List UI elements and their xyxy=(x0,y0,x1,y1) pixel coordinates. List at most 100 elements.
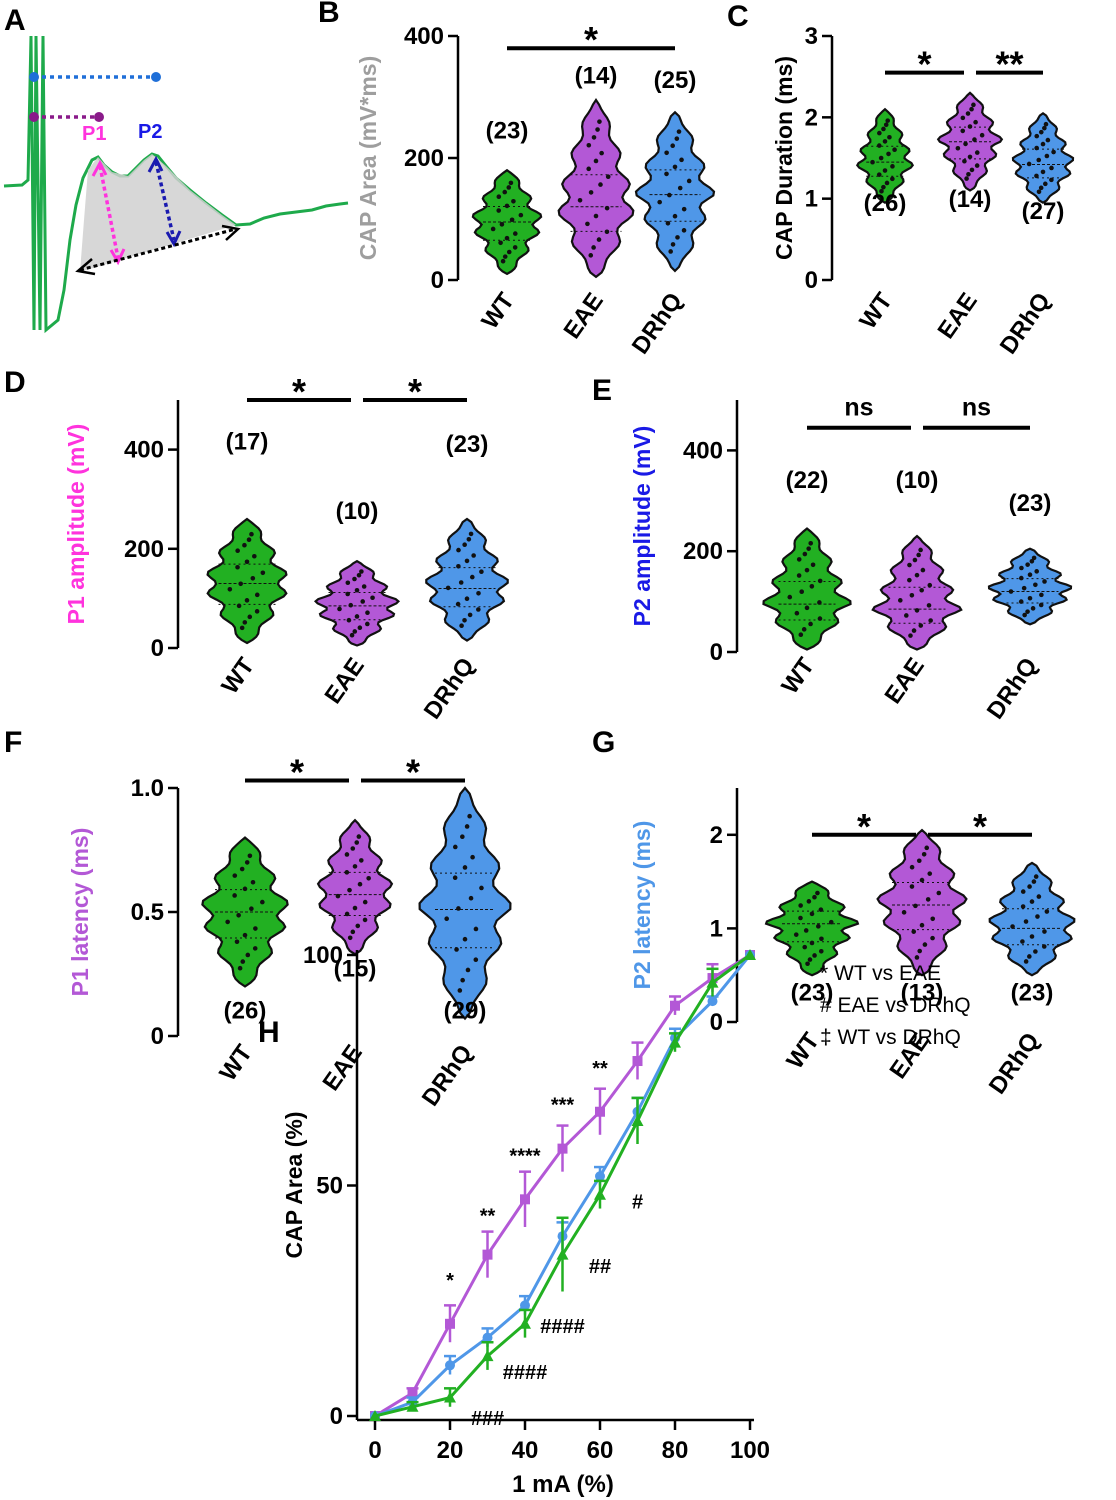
data-point xyxy=(798,915,803,921)
data-point xyxy=(919,587,924,593)
data-point xyxy=(808,541,814,546)
chart-d: 0 200 400 P1 amplitude (mV) (17) WT (10) EAE (2… xyxy=(63,371,509,724)
significance-label: * xyxy=(406,752,420,793)
data-marker-wt xyxy=(594,1188,606,1200)
data-point xyxy=(1019,565,1024,571)
data-point xyxy=(809,584,815,589)
cap-area-fill xyxy=(80,154,236,272)
data-point xyxy=(1051,149,1056,155)
data-point xyxy=(670,242,676,247)
data-point xyxy=(456,547,461,553)
data-point xyxy=(468,895,474,901)
data-point xyxy=(347,887,352,893)
violin-drhq xyxy=(988,861,1076,977)
data-marker-wt xyxy=(556,1248,569,1260)
data-point xyxy=(664,171,669,177)
schematic-p1-label: P1 xyxy=(82,123,106,145)
y-tick-label: 2 xyxy=(710,822,723,849)
data-point xyxy=(679,157,684,163)
data-point xyxy=(1025,562,1030,567)
data-point xyxy=(787,594,793,600)
data-point xyxy=(930,935,935,941)
interval-start-blue xyxy=(29,72,39,82)
violin-wt xyxy=(764,880,860,977)
data-point xyxy=(657,199,662,205)
category-label-eae: EAE xyxy=(879,653,929,709)
significance-label: ns xyxy=(844,394,873,422)
data-marker-drhq xyxy=(482,1332,493,1343)
legend-h: * WT vs EAE # EAE vs DRhQ ‡ WT vs DRhQ xyxy=(820,962,971,1049)
data-point xyxy=(458,580,464,585)
data-point xyxy=(799,589,805,594)
data-marker-drhq xyxy=(520,1300,530,1311)
category-label-wt: WT xyxy=(476,288,520,334)
data-point xyxy=(967,154,973,160)
data-point xyxy=(471,553,476,558)
data-point xyxy=(242,542,247,548)
data-point xyxy=(595,127,600,132)
data-point xyxy=(909,593,915,598)
data-marker-wt xyxy=(669,1036,681,1048)
significance-annotation: * xyxy=(446,1270,454,1292)
data-point xyxy=(1042,929,1047,934)
data-point xyxy=(908,633,913,638)
data-point xyxy=(1036,189,1042,195)
data-point xyxy=(674,136,680,141)
data-point xyxy=(460,977,465,983)
panel-label-a: A xyxy=(4,4,26,37)
y-tick-label: 0 xyxy=(710,639,723,666)
data-point xyxy=(467,612,473,618)
data-point xyxy=(892,147,897,153)
violin-drhq xyxy=(418,786,512,1021)
legend-item-wt-vs-eae: * WT vs EAE xyxy=(820,962,941,985)
data-marker-eae xyxy=(670,1000,680,1011)
data-point xyxy=(512,231,518,236)
violin-eae xyxy=(557,98,635,279)
data-point xyxy=(355,923,361,929)
data-point xyxy=(667,192,672,198)
data-point xyxy=(456,563,461,569)
series xyxy=(369,949,756,1421)
data-point xyxy=(1043,121,1049,127)
n-label-drhq: (25) xyxy=(654,67,697,94)
data-point xyxy=(918,547,923,553)
data-point xyxy=(460,834,465,839)
y-tick-label: 2 xyxy=(805,104,818,131)
axes: 0 50 100 0 20 40 60 80 100 xyxy=(303,942,770,1464)
data-point xyxy=(240,959,246,964)
data-point xyxy=(252,553,257,559)
category-label-drhq: DRhQ xyxy=(417,1040,478,1111)
data-point xyxy=(588,253,594,258)
data-point xyxy=(913,903,918,909)
data-point xyxy=(362,899,368,905)
data-point xyxy=(242,620,248,625)
data-point xyxy=(960,128,966,134)
n-label-wt: (23) xyxy=(486,117,529,144)
data-point xyxy=(967,124,973,129)
y-tick-label: 0 xyxy=(431,267,444,294)
data-marker-eae xyxy=(595,1106,605,1117)
data-point xyxy=(1039,592,1044,598)
data-point xyxy=(260,570,266,576)
y-axis-label: P2 latency (ms) xyxy=(629,821,655,990)
significance-label: * xyxy=(973,806,987,847)
panel-a: A P1 P2 xyxy=(3,4,349,334)
data-point xyxy=(467,813,472,819)
chart-c: 0 1 2 3 CAP Duration (ms) (26) WT (14) EAE (27) D… xyxy=(771,23,1075,359)
data-point xyxy=(925,897,931,902)
data-point xyxy=(936,890,942,896)
data-point xyxy=(816,924,821,929)
data-point xyxy=(506,185,512,190)
data-point xyxy=(502,254,508,259)
labels: CAP Area (mV*ms) (23) WT (14) EAE (25) DRhQ * xyxy=(355,19,696,359)
data-point xyxy=(672,213,678,219)
data-point xyxy=(504,203,510,209)
data-marker-wt xyxy=(631,1114,644,1126)
data-point xyxy=(1049,165,1054,171)
category-label-drhq: DRhQ xyxy=(995,288,1056,359)
data-marker-wt xyxy=(406,1400,419,1412)
data-point xyxy=(810,562,816,568)
panel-label-d: D xyxy=(4,366,26,399)
data-point xyxy=(459,623,464,629)
data-point xyxy=(672,164,678,170)
